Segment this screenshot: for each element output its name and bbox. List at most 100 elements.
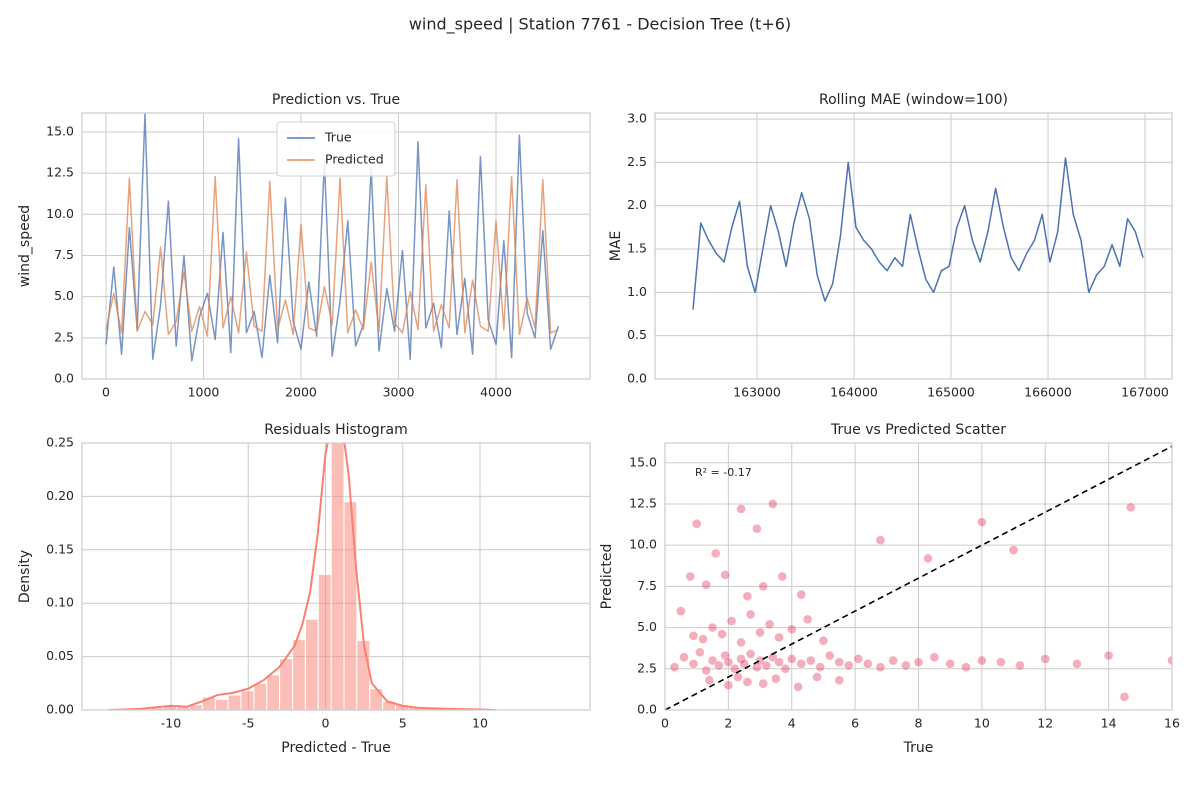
scatter-point [688,659,699,669]
panel: -10 -5 0 5 10 0.00 0.05 0.10 0.15 0.20 0.25 Residua… [17,422,591,756]
scatter-point [755,655,765,666]
y-tick-label: 0.0 [637,702,657,717]
scatter-point [961,662,971,672]
y-tick-label: 15.0 [46,123,74,138]
scatter-point [758,678,769,689]
scatter-point [688,631,699,641]
scatter-point [714,660,724,671]
scatter-point [805,655,816,666]
histogram-bar [343,501,358,710]
histogram-bar [253,682,268,710]
scatter-point [774,657,784,668]
histogram-bar [214,698,229,710]
axes-frame [81,442,591,711]
scatter-point [685,571,696,582]
scatter-point [1072,659,1082,669]
y-tick-label: 0.0 [54,371,74,386]
scatter-point [913,657,924,668]
x-tick-label: -5 [242,716,254,731]
histogram-bar [369,688,384,710]
x-tick-label: 14 [1101,716,1117,731]
y-tick-label: 0.5 [627,327,647,342]
scatter-point [695,647,705,658]
scatter-point [739,659,750,669]
scatter-point [733,672,743,682]
y-tick-label: 2.5 [54,329,74,344]
histogram-bar [292,639,306,710]
scatter-point [1008,545,1019,555]
scatter-point [669,662,680,672]
x-tick-label: 10 [472,716,488,731]
y-tick-label: 0.25 [46,435,74,450]
kde-line [109,443,496,710]
scatter-point [796,589,807,600]
scatter-point [676,606,686,616]
y-tick-label: 15.0 [629,454,657,469]
scatter-point [1119,692,1130,702]
y-tick-label: 5.0 [637,619,657,634]
y-tick-label: 0.0 [627,371,647,386]
y-tick-label: 2.5 [627,154,647,169]
y-tick-label: 0.10 [46,595,74,610]
y-axis-label: Density [17,550,33,603]
scatter-point [767,499,778,509]
scatter-point [698,634,708,644]
scatter-point [1103,650,1114,661]
histogram-bar [240,690,255,710]
scatter-point [901,660,911,671]
y-axis-label: wind_speed [17,205,33,287]
histogram-bar [330,443,345,710]
x-tick-label: 5 [399,716,407,731]
x-tick-label: 16 [1164,716,1180,731]
annotation: R² = -0.17 [695,466,752,479]
scatter-point [777,571,788,582]
y-tick-label: 0.00 [46,702,74,717]
scatter-point [755,627,765,638]
scatter-point [723,680,734,691]
scatter-point [745,649,756,659]
scatter-point [802,614,813,625]
scatter-point [752,523,762,534]
figure-title: wind_speed | Station 7761 - Decision Tre… [409,15,791,35]
scatter-point [771,673,781,684]
scatter-point [1015,660,1025,671]
scatter-point [704,675,715,686]
scatter-point [764,619,775,630]
x-tick-label: 165000 [927,385,975,400]
histogram-bar [279,658,294,710]
legend: True Predicted [276,121,396,177]
y-tick-label: 7.5 [54,247,74,262]
histogram-bar [356,640,371,710]
scatter-point [834,675,845,686]
scatter-point [761,660,772,671]
legend-box [276,121,396,177]
axes-frame [654,112,1173,380]
scatter-point [1126,502,1136,513]
x-tick-label: 2000 [285,385,317,400]
scatter-point [691,518,702,529]
axes-title: True vs Predicted Scatter [830,422,1006,438]
y-tick-label: 3.0 [627,111,647,126]
scatter-point [774,632,784,643]
y-tick-label: 1.0 [627,284,647,299]
scatter-point [717,629,727,639]
scatter-point [742,591,753,602]
identity-line [665,445,1172,710]
scatter-point [977,655,987,666]
plot-data [665,445,1172,710]
panel: 0 1000 2000 3000 4000 0.0 2.5 5.0 7.5 10.0 12.5 15.… [17,92,591,400]
axes-frame [664,442,1173,711]
scatter-point [824,650,835,661]
scatter-point [710,548,721,559]
x-tick-label: 1000 [188,385,220,400]
scatter-point [812,672,822,682]
y-tick-label: 7.5 [637,578,657,593]
y-tick-label: 10.0 [629,537,657,552]
scatter-point [767,652,778,663]
scatter-point [729,663,740,674]
x-tick-label: 12 [1037,716,1053,731]
scatter-point [679,652,689,663]
axes-frame [81,112,591,380]
scatter-point [945,659,955,669]
